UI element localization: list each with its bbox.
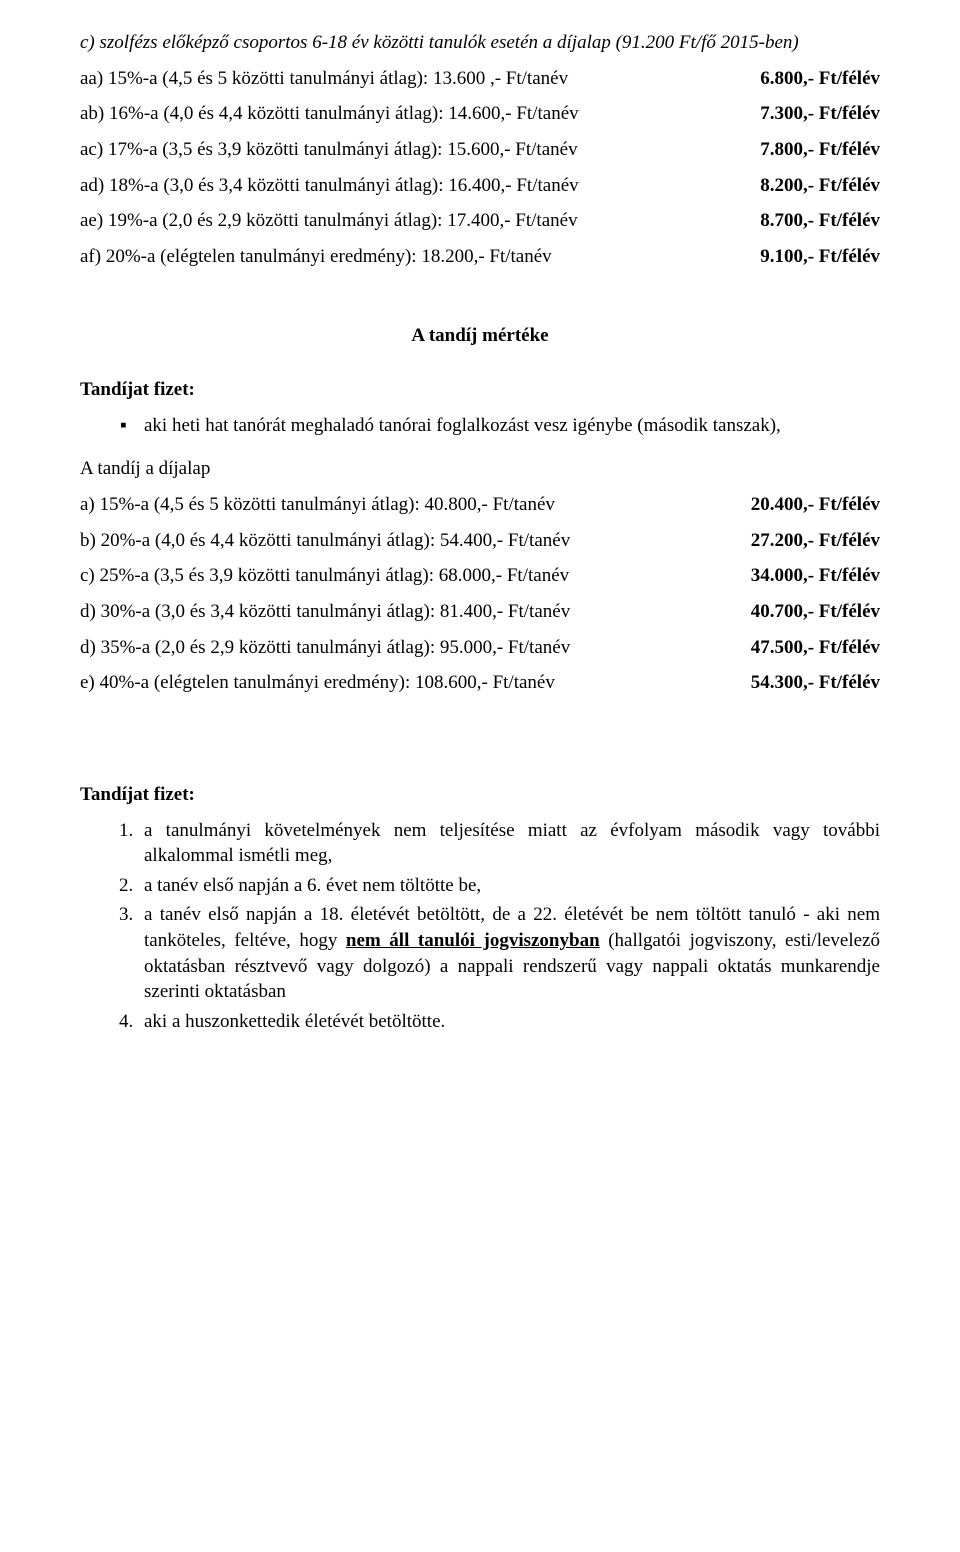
fee-row: c) 25%-a (3,5 és 3,9 közötti tanulmányi … <box>80 563 880 589</box>
intro-italic-line: c) szolfézs előképző csoportos 6-18 év k… <box>80 30 880 56</box>
list-item: a tanév első napján a 18. életévét betöl… <box>138 902 880 1005</box>
fee-row: e) 40%-a (elégtelen tanulmányi eredmény)… <box>80 670 880 696</box>
bullet-icon: ▪ <box>120 413 144 439</box>
fee-row: ad) 18%-a (3,0 és 3,4 közötti tanulmányi… <box>80 173 880 199</box>
bullet-list: ▪ aki heti hat tanórát meghaladó tanórai… <box>80 413 880 439</box>
fee-value: 9.100,- Ft/félév <box>760 244 880 270</box>
list-item-text: a tanulmányi követelmények nem teljesíté… <box>144 820 880 867</box>
fee-value: 47.500,- Ft/félév <box>751 635 880 661</box>
section-title: A tandíj mértéke <box>80 323 880 349</box>
list-item-underlined: nem áll tanulói jogviszonyban <box>346 930 600 951</box>
payer-heading-2: Tandíjat fizet: <box>80 782 880 808</box>
list-item: a tanév első napján a 6. évet nem töltöt… <box>138 873 880 899</box>
fee-row: b) 20%-a (4,0 és 4,4 közötti tanulmányi … <box>80 528 880 554</box>
fee-label: a) 15%-a (4,5 és 5 közötti tanulmányi át… <box>80 492 751 518</box>
fee-label: d) 35%-a (2,0 és 2,9 közötti tanulmányi … <box>80 635 751 661</box>
fee-row: ac) 17%-a (3,5 és 3,9 közötti tanulmányi… <box>80 137 880 163</box>
fee-label: c) 25%-a (3,5 és 3,9 közötti tanulmányi … <box>80 563 751 589</box>
fee-value: 7.300,- Ft/félév <box>760 101 880 127</box>
numbered-list: a tanulmányi követelmények nem teljesíté… <box>110 818 880 1035</box>
payer-heading: Tandíjat fizet: <box>80 377 880 403</box>
list-item: a tanulmányi követelmények nem teljesíté… <box>138 818 880 869</box>
fee-value: 40.700,- Ft/félév <box>751 599 880 625</box>
fee-label: af) 20%-a (elégtelen tanulmányi eredmény… <box>80 244 760 270</box>
fee-label: ac) 17%-a (3,5 és 3,9 közötti tanulmányi… <box>80 137 760 163</box>
fee-row: a) 15%-a (4,5 és 5 közötti tanulmányi át… <box>80 492 880 518</box>
fee-value: 7.800,- Ft/félév <box>760 137 880 163</box>
fee-row: aa) 15%-a (4,5 és 5 közötti tanulmányi á… <box>80 66 880 92</box>
list-item-text: a tanév első napján a 6. évet nem töltöt… <box>144 875 481 896</box>
document-page: c) szolfézs előképző csoportos 6-18 év k… <box>0 0 960 1552</box>
bullet-text: aki heti hat tanórát meghaladó tanórai f… <box>144 413 880 439</box>
fee-label: ae) 19%-a (2,0 és 2,9 közötti tanulmányi… <box>80 208 760 234</box>
fee-label: ab) 16%-a (4,0 és 4,4 közötti tanulmányi… <box>80 101 760 127</box>
fee-label: e) 40%-a (elégtelen tanulmányi eredmény)… <box>80 670 751 696</box>
fee-value: 54.300,- Ft/félév <box>751 670 880 696</box>
list-item: ▪ aki heti hat tanórát meghaladó tanórai… <box>120 413 880 439</box>
fee-label: ad) 18%-a (3,0 és 3,4 közötti tanulmányi… <box>80 173 760 199</box>
fee-value: 20.400,- Ft/félév <box>751 492 880 518</box>
fee-label: d) 30%-a (3,0 és 3,4 közötti tanulmányi … <box>80 599 751 625</box>
fee-label: aa) 15%-a (4,5 és 5 közötti tanulmányi á… <box>80 66 760 92</box>
fee-value: 27.200,- Ft/félév <box>751 528 880 554</box>
fee-row: d) 35%-a (2,0 és 2,9 közötti tanulmányi … <box>80 635 880 661</box>
fee-row: ab) 16%-a (4,0 és 4,4 közötti tanulmányi… <box>80 101 880 127</box>
fee-value: 8.200,- Ft/félév <box>760 173 880 199</box>
list-item: aki a huszonkettedik életévét betöltötte… <box>138 1009 880 1035</box>
fee-value: 34.000,- Ft/félév <box>751 563 880 589</box>
list-item-text: aki a huszonkettedik életévét betöltötte… <box>144 1011 445 1032</box>
base-line: A tandíj a díjalap <box>80 456 880 482</box>
fee-row: ae) 19%-a (2,0 és 2,9 közötti tanulmányi… <box>80 208 880 234</box>
spacer <box>80 706 880 772</box>
fee-value: 8.700,- Ft/félév <box>760 208 880 234</box>
fee-row: af) 20%-a (elégtelen tanulmányi eredmény… <box>80 244 880 270</box>
fee-label: b) 20%-a (4,0 és 4,4 közötti tanulmányi … <box>80 528 751 554</box>
fee-row: d) 30%-a (3,0 és 3,4 közötti tanulmányi … <box>80 599 880 625</box>
fee-value: 6.800,- Ft/félév <box>760 66 880 92</box>
